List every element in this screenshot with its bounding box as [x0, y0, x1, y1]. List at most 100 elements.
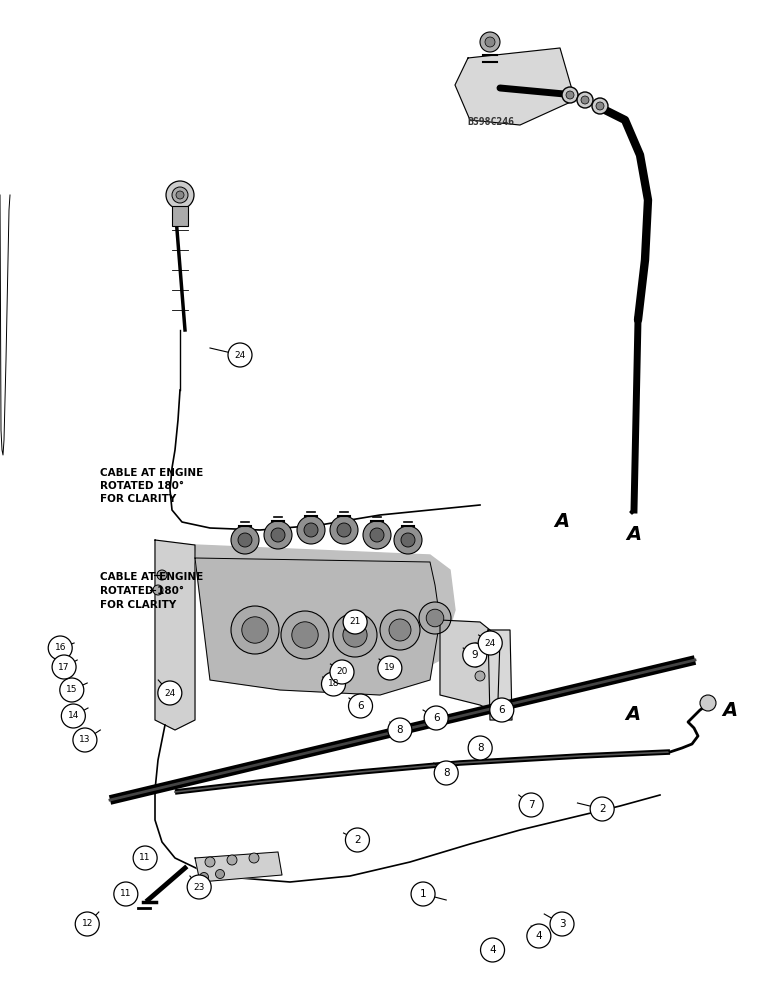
Circle shape: [380, 610, 420, 650]
Circle shape: [434, 761, 459, 785]
Polygon shape: [440, 620, 500, 710]
Text: 24: 24: [485, 639, 496, 648]
Text: 11: 11: [120, 890, 131, 898]
Circle shape: [153, 585, 163, 595]
Circle shape: [166, 181, 194, 209]
Circle shape: [471, 657, 481, 667]
Text: 18: 18: [328, 680, 339, 688]
Circle shape: [471, 643, 481, 653]
Circle shape: [475, 671, 485, 681]
Circle shape: [227, 855, 237, 865]
Circle shape: [468, 736, 493, 760]
Text: 23: 23: [194, 882, 205, 892]
Text: 6: 6: [499, 705, 505, 715]
Text: 20: 20: [337, 668, 347, 676]
Text: A: A: [625, 706, 641, 724]
Circle shape: [73, 728, 97, 752]
Circle shape: [462, 643, 487, 667]
Circle shape: [337, 523, 351, 537]
Circle shape: [199, 872, 208, 882]
Circle shape: [389, 619, 411, 641]
Text: A: A: [723, 700, 737, 720]
Circle shape: [228, 343, 252, 367]
Circle shape: [363, 521, 391, 549]
Polygon shape: [155, 540, 195, 730]
Circle shape: [281, 611, 329, 659]
Circle shape: [343, 623, 367, 647]
Circle shape: [478, 631, 503, 655]
Text: A: A: [554, 512, 570, 531]
Circle shape: [480, 32, 500, 52]
Circle shape: [264, 521, 292, 549]
Text: 6: 6: [433, 713, 439, 723]
Circle shape: [231, 606, 279, 654]
Circle shape: [157, 570, 167, 580]
Circle shape: [187, 875, 212, 899]
Circle shape: [411, 882, 435, 906]
Circle shape: [550, 912, 574, 936]
Circle shape: [519, 793, 543, 817]
Circle shape: [424, 706, 449, 730]
Circle shape: [238, 533, 252, 547]
Circle shape: [577, 92, 593, 108]
Text: 3: 3: [559, 919, 565, 929]
Circle shape: [304, 523, 318, 537]
Circle shape: [59, 678, 84, 702]
Circle shape: [52, 655, 76, 679]
Circle shape: [113, 882, 138, 906]
Polygon shape: [195, 558, 440, 695]
Circle shape: [562, 87, 578, 103]
Circle shape: [388, 718, 412, 742]
Circle shape: [590, 797, 615, 821]
Circle shape: [566, 91, 574, 99]
Circle shape: [330, 660, 354, 684]
Circle shape: [292, 622, 318, 648]
Circle shape: [176, 191, 184, 199]
Circle shape: [205, 857, 215, 867]
Circle shape: [489, 698, 514, 722]
Text: 14: 14: [68, 712, 79, 720]
Circle shape: [581, 96, 589, 104]
Circle shape: [700, 695, 716, 711]
Text: 9: 9: [472, 650, 478, 660]
Text: 19: 19: [384, 664, 395, 672]
Text: BS98C246: BS98C246: [467, 117, 514, 127]
Text: 21: 21: [350, 617, 361, 626]
Circle shape: [321, 672, 346, 696]
FancyBboxPatch shape: [172, 206, 188, 226]
Text: 24: 24: [164, 688, 175, 698]
Circle shape: [343, 610, 367, 634]
Circle shape: [480, 938, 505, 962]
Circle shape: [527, 924, 551, 948]
Circle shape: [249, 853, 259, 863]
Circle shape: [172, 187, 188, 203]
Text: 2: 2: [599, 804, 605, 814]
Text: 12: 12: [82, 920, 93, 928]
Circle shape: [592, 98, 608, 114]
Circle shape: [61, 704, 86, 728]
Polygon shape: [455, 48, 575, 125]
Circle shape: [75, 912, 100, 936]
Circle shape: [394, 526, 422, 554]
Circle shape: [242, 617, 268, 643]
Circle shape: [419, 602, 451, 634]
Polygon shape: [488, 630, 512, 720]
Circle shape: [596, 102, 604, 110]
Text: 8: 8: [477, 743, 483, 753]
Circle shape: [370, 528, 384, 542]
Text: 1: 1: [420, 889, 426, 899]
Circle shape: [231, 526, 259, 554]
Circle shape: [157, 681, 182, 705]
Text: 16: 16: [55, 644, 66, 652]
Polygon shape: [195, 545, 455, 685]
Circle shape: [271, 528, 285, 542]
Text: 15: 15: [66, 686, 77, 694]
Circle shape: [378, 656, 402, 680]
Text: 2: 2: [354, 835, 361, 845]
Text: 8: 8: [443, 768, 449, 778]
Circle shape: [297, 516, 325, 544]
Circle shape: [348, 694, 373, 718]
Circle shape: [345, 828, 370, 852]
Text: 4: 4: [489, 945, 496, 955]
Circle shape: [426, 609, 444, 627]
